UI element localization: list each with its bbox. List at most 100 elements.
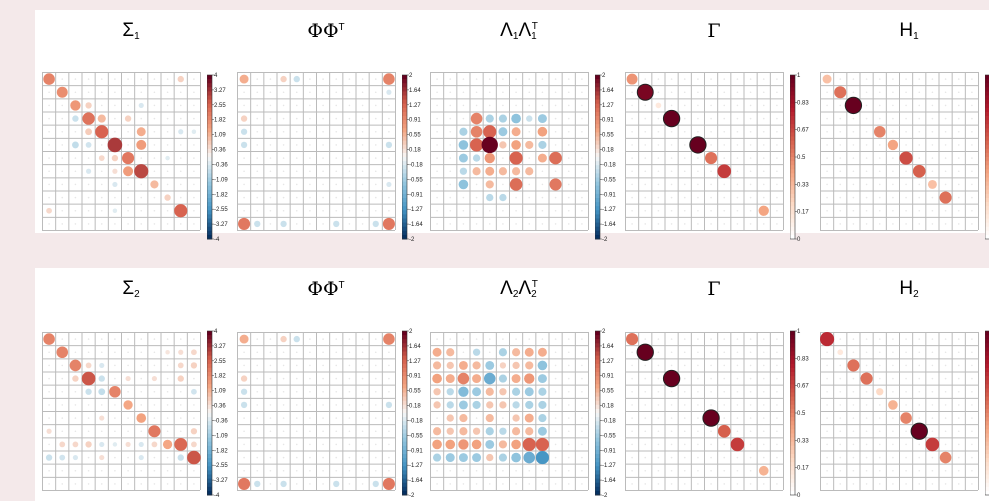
empty-cell-dot [905, 377, 907, 380]
value-circle [511, 127, 521, 137]
empty-cell-dot [644, 456, 647, 459]
empty-cell-dot [282, 157, 285, 159]
colorbar-swatch [595, 376, 600, 381]
value-circle [150, 180, 159, 189]
empty-cell-dot [348, 91, 351, 94]
empty-cell-dot [87, 209, 90, 212]
empty-cell-dot [100, 351, 103, 354]
empty-cell-dot [631, 117, 633, 120]
empty-cell-dot [971, 417, 973, 419]
empty-cell-dot [48, 404, 50, 406]
empty-cell-dot [776, 351, 778, 354]
empty-cell-dot [462, 78, 465, 80]
value-circle [512, 167, 521, 176]
empty-cell-dot [114, 223, 116, 225]
empty-cell-dot [567, 483, 570, 485]
empty-cell-dot [631, 157, 633, 159]
colorbar-swatch [985, 441, 989, 447]
empty-cell-dot [957, 404, 960, 406]
empty-cell-dot [515, 196, 517, 199]
colorbar-swatch [790, 87, 795, 92]
empty-cell-dot [749, 196, 752, 199]
value-circle [177, 75, 184, 83]
value-circle [445, 439, 456, 450]
empty-cell-dot [762, 144, 765, 146]
empty-cell-dot [348, 78, 351, 80]
empty-cell-dot [166, 170, 169, 173]
empty-cell-dot [166, 104, 169, 107]
empty-cell-dot [554, 404, 557, 406]
empty-cell-dot [776, 364, 778, 367]
empty-cell-dot [554, 144, 557, 146]
value-circle [537, 153, 547, 163]
colorbar-swatch [595, 161, 600, 166]
empty-cell-dot [374, 104, 377, 107]
value-circle [636, 83, 654, 101]
empty-cell-dot [749, 417, 752, 419]
empty-cell-dot [567, 404, 570, 406]
value-circle [372, 480, 379, 488]
colorbar-swatch [985, 79, 989, 84]
empty-cell-dot [87, 417, 90, 419]
empty-cell-dot [736, 104, 739, 107]
value-circle [522, 437, 536, 451]
empty-cell-dot [683, 390, 686, 393]
empty-cell-dot [957, 443, 960, 446]
colorbar-swatch [985, 173, 989, 178]
colorbar-tick-label: 0.17 [797, 210, 809, 216]
value-circle [164, 194, 171, 201]
colorbar-swatch [790, 157, 795, 162]
empty-cell-dot [322, 104, 324, 107]
empty-cell-dot [644, 404, 647, 406]
empty-cell-dot [905, 404, 907, 406]
empty-cell-dot [878, 104, 881, 107]
colorbar-swatch [985, 359, 989, 365]
empty-cell-dot [179, 223, 182, 225]
empty-cell-dot [335, 351, 338, 354]
colorbar-swatch [595, 441, 600, 447]
empty-cell-dot [931, 430, 934, 433]
colorbar-tick-label: 3.27 [214, 88, 226, 94]
empty-cell-dot [269, 144, 272, 146]
value-circle [470, 112, 483, 125]
colorbar-swatch [985, 351, 989, 357]
value-circle [433, 453, 442, 462]
empty-cell-dot [322, 443, 324, 446]
empty-cell-dot [631, 209, 633, 212]
value-circle [385, 141, 393, 149]
empty-cell-dot [388, 417, 390, 419]
empty-cell-dot [749, 130, 752, 133]
empty-cell-dot [114, 377, 116, 380]
colorbar-swatch [985, 367, 989, 373]
value-circle [485, 166, 495, 176]
value-circle [125, 376, 131, 382]
empty-cell-dot [878, 183, 881, 186]
empty-cell-dot [166, 456, 169, 459]
empty-cell-dot [179, 404, 182, 406]
value-circle [239, 334, 249, 344]
empty-cell-dot [87, 338, 90, 340]
title-subscript: 1 [134, 31, 140, 42]
colorbar-swatch [985, 189, 989, 195]
empty-cell-dot [322, 130, 324, 133]
colorbar-swatch [402, 380, 407, 385]
empty-cell-dot [710, 443, 712, 446]
heatmap-grid [820, 72, 979, 231]
colorbar-swatch [985, 396, 989, 402]
empty-cell-dot [374, 196, 377, 199]
empty-cell-dot [554, 196, 557, 199]
colorbar-swatch [402, 148, 407, 154]
colorbar-tick-label: 0.55 [409, 389, 421, 395]
empty-cell-dot [322, 377, 324, 380]
colorbar-swatch [207, 466, 212, 471]
value-circle [151, 376, 157, 382]
empty-cell-dot [153, 170, 156, 173]
colorbar-swatch [595, 222, 600, 228]
colorbar-swatch [402, 437, 407, 443]
empty-cell-dot [878, 377, 881, 380]
colorbar-swatch [402, 103, 407, 109]
colorbar-swatch [207, 433, 212, 439]
value-circle [925, 437, 940, 452]
empty-cell-dot [567, 443, 570, 446]
colorbar-tick-label: -2.55 [214, 463, 228, 469]
